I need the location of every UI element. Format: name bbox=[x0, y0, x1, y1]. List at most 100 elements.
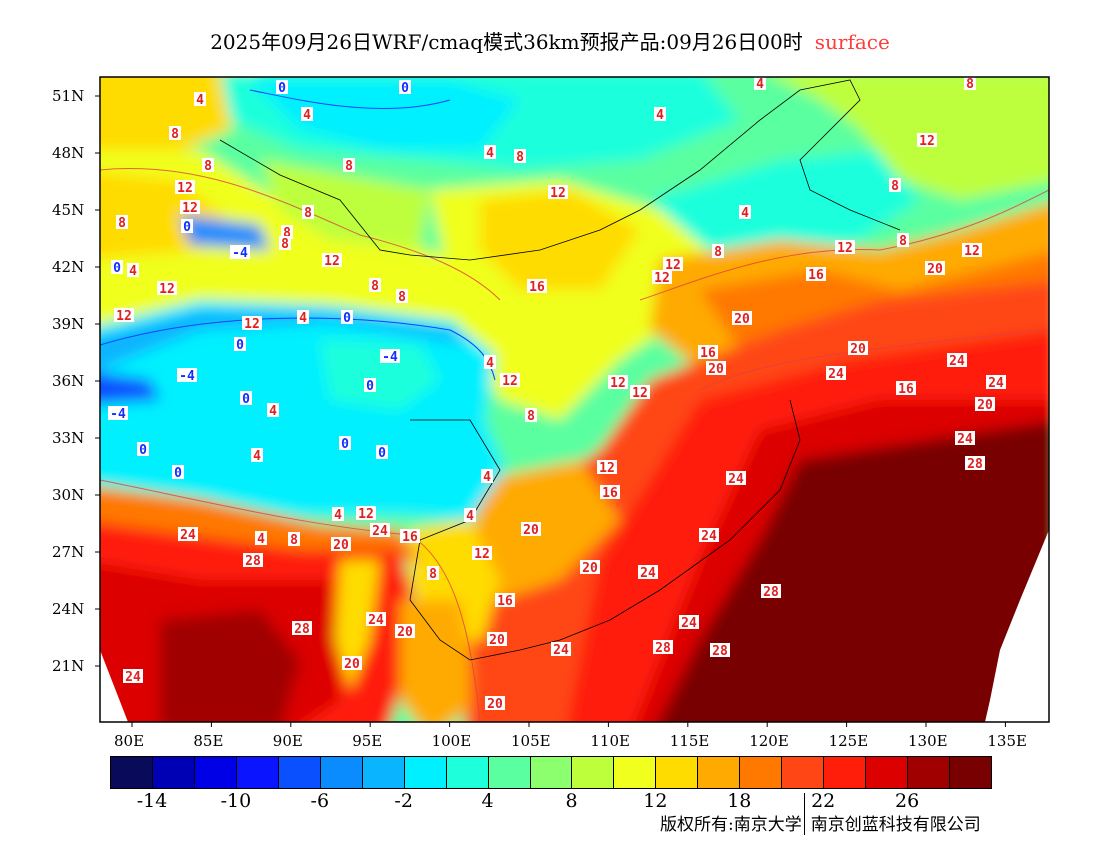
contour-label-text: 4 bbox=[741, 206, 749, 221]
contour-label: 4 bbox=[739, 205, 751, 221]
colorbar-swatch bbox=[488, 757, 531, 788]
lon-label: 85E bbox=[193, 732, 224, 750]
contour-label-text: 0 bbox=[236, 338, 244, 353]
contour-label-text: 0 bbox=[378, 446, 386, 461]
contour-label: 12 bbox=[548, 185, 568, 201]
contour-label: 12 bbox=[157, 281, 177, 297]
contour-label: 0 bbox=[341, 310, 353, 326]
contour-label-text: 8 bbox=[171, 127, 179, 142]
contour-label: 12 bbox=[652, 270, 672, 286]
contour-label-text: 8 bbox=[290, 533, 298, 548]
contour-label-text: 20 bbox=[333, 538, 349, 553]
lat-label: 21N bbox=[52, 657, 85, 675]
lat-label: 24N bbox=[52, 600, 85, 618]
lat-label: 30N bbox=[52, 486, 85, 504]
contour-label-text: 8 bbox=[283, 226, 291, 241]
contour-label: 4 bbox=[654, 107, 666, 123]
contour-label-text: 4 bbox=[486, 356, 494, 371]
contour-label: 24 bbox=[947, 353, 967, 369]
contour-label-text: 24 bbox=[125, 670, 141, 685]
contour-label-text: 24 bbox=[372, 524, 388, 539]
contour-label: 28 bbox=[243, 553, 263, 569]
contour-label: 12 bbox=[835, 240, 855, 256]
contour-label: 8 bbox=[514, 149, 526, 165]
contour-label: 16 bbox=[896, 381, 916, 397]
contour-label: 12 bbox=[472, 546, 492, 562]
contour-label: 4 bbox=[484, 145, 496, 161]
contour-label-text: 0 bbox=[139, 443, 147, 458]
contour-label-text: 8 bbox=[304, 206, 312, 221]
contour-label: 20 bbox=[580, 560, 600, 576]
contour-label-text: 20 bbox=[397, 625, 413, 640]
colorbar-label: 22 bbox=[811, 790, 836, 812]
colorbar-label: 4 bbox=[481, 790, 494, 812]
contour-label: 4 bbox=[464, 508, 476, 524]
colorbar-label: -10 bbox=[220, 790, 252, 812]
boundary-lines bbox=[219, 79, 901, 661]
contour-label-text: 24 bbox=[949, 354, 965, 369]
contour-label-text: 8 bbox=[398, 290, 406, 305]
contour-label: -4 bbox=[177, 368, 197, 384]
contour-label: 8 bbox=[525, 408, 537, 424]
contour-label: 4 bbox=[267, 403, 279, 419]
contour-label-text: 20 bbox=[708, 362, 724, 377]
contour-label-text: 16 bbox=[529, 280, 545, 295]
contour-label-text: 4 bbox=[253, 449, 261, 464]
colorbar-swatch bbox=[572, 757, 615, 788]
contour-label-text: 8 bbox=[204, 159, 212, 174]
contour-label: 12 bbox=[630, 385, 650, 401]
contour-label-text: -4 bbox=[382, 350, 398, 365]
contour-label: 8 bbox=[369, 278, 381, 294]
copyright-owner: 版权所有:南京大学 bbox=[660, 815, 802, 835]
lat-label: 36N bbox=[52, 372, 85, 390]
no-data-area bbox=[985, 530, 1049, 722]
colorbar-swatch bbox=[530, 757, 573, 788]
contour-label-text: 12 bbox=[159, 282, 175, 297]
contour-label: 4 bbox=[481, 469, 493, 485]
contour-label: 0 bbox=[111, 260, 123, 276]
contour-label-text: 12 bbox=[358, 507, 374, 522]
contour-label: 20 bbox=[975, 397, 995, 413]
colorbar-swatch bbox=[824, 757, 867, 788]
contour-label: 8 bbox=[712, 244, 724, 260]
lon-label: 130E bbox=[908, 732, 948, 750]
contour-label-text: 24 bbox=[728, 472, 744, 487]
contour-label-text: 8 bbox=[714, 245, 722, 260]
colorbar bbox=[110, 756, 992, 789]
contour-label: 8 bbox=[202, 158, 214, 174]
contour-label: 0 bbox=[399, 80, 411, 96]
contour-label-text: 28 bbox=[712, 644, 728, 659]
contour-label-text: 12 bbox=[964, 244, 980, 259]
contour-label: 8 bbox=[964, 77, 976, 92]
contour-label: 20 bbox=[342, 656, 362, 672]
contour-label-text: 16 bbox=[497, 594, 513, 609]
colorbar-swatch bbox=[866, 757, 909, 788]
lon-label: 100E bbox=[431, 732, 472, 750]
contour-label: 12 bbox=[597, 460, 617, 476]
contour-label: 12 bbox=[180, 200, 200, 216]
copyright: 版权所有:南京大学 南京创蓝科技有限公司 bbox=[660, 793, 981, 835]
contour-label: 4 bbox=[127, 263, 139, 279]
colorbar-swatch bbox=[362, 757, 405, 788]
contour-label-text: 12 bbox=[632, 386, 648, 401]
contour-label: -4 bbox=[380, 349, 400, 365]
lon-label: 105E bbox=[511, 732, 551, 750]
contour-label: 4 bbox=[332, 507, 344, 523]
contour-label-text: 28 bbox=[245, 554, 261, 569]
contour-label-text: 24 bbox=[701, 529, 717, 544]
contour-label: 20 bbox=[925, 261, 945, 277]
contour-label: 24 bbox=[955, 431, 975, 447]
contour-label: 28 bbox=[292, 621, 312, 637]
contour-label-text: 12 bbox=[182, 201, 198, 216]
contour-label-text: 4 bbox=[656, 108, 664, 123]
contour-label-text: 16 bbox=[602, 486, 618, 501]
contour-label-text: 4 bbox=[257, 532, 265, 547]
contour-label-text: 8 bbox=[891, 179, 899, 194]
contour-label-text: 12 bbox=[599, 461, 615, 476]
colorbar-swatch bbox=[908, 757, 951, 788]
contour-label-text: 4 bbox=[466, 509, 474, 524]
contour-label: 20 bbox=[732, 311, 752, 327]
contour-label-text: 20 bbox=[977, 398, 993, 413]
